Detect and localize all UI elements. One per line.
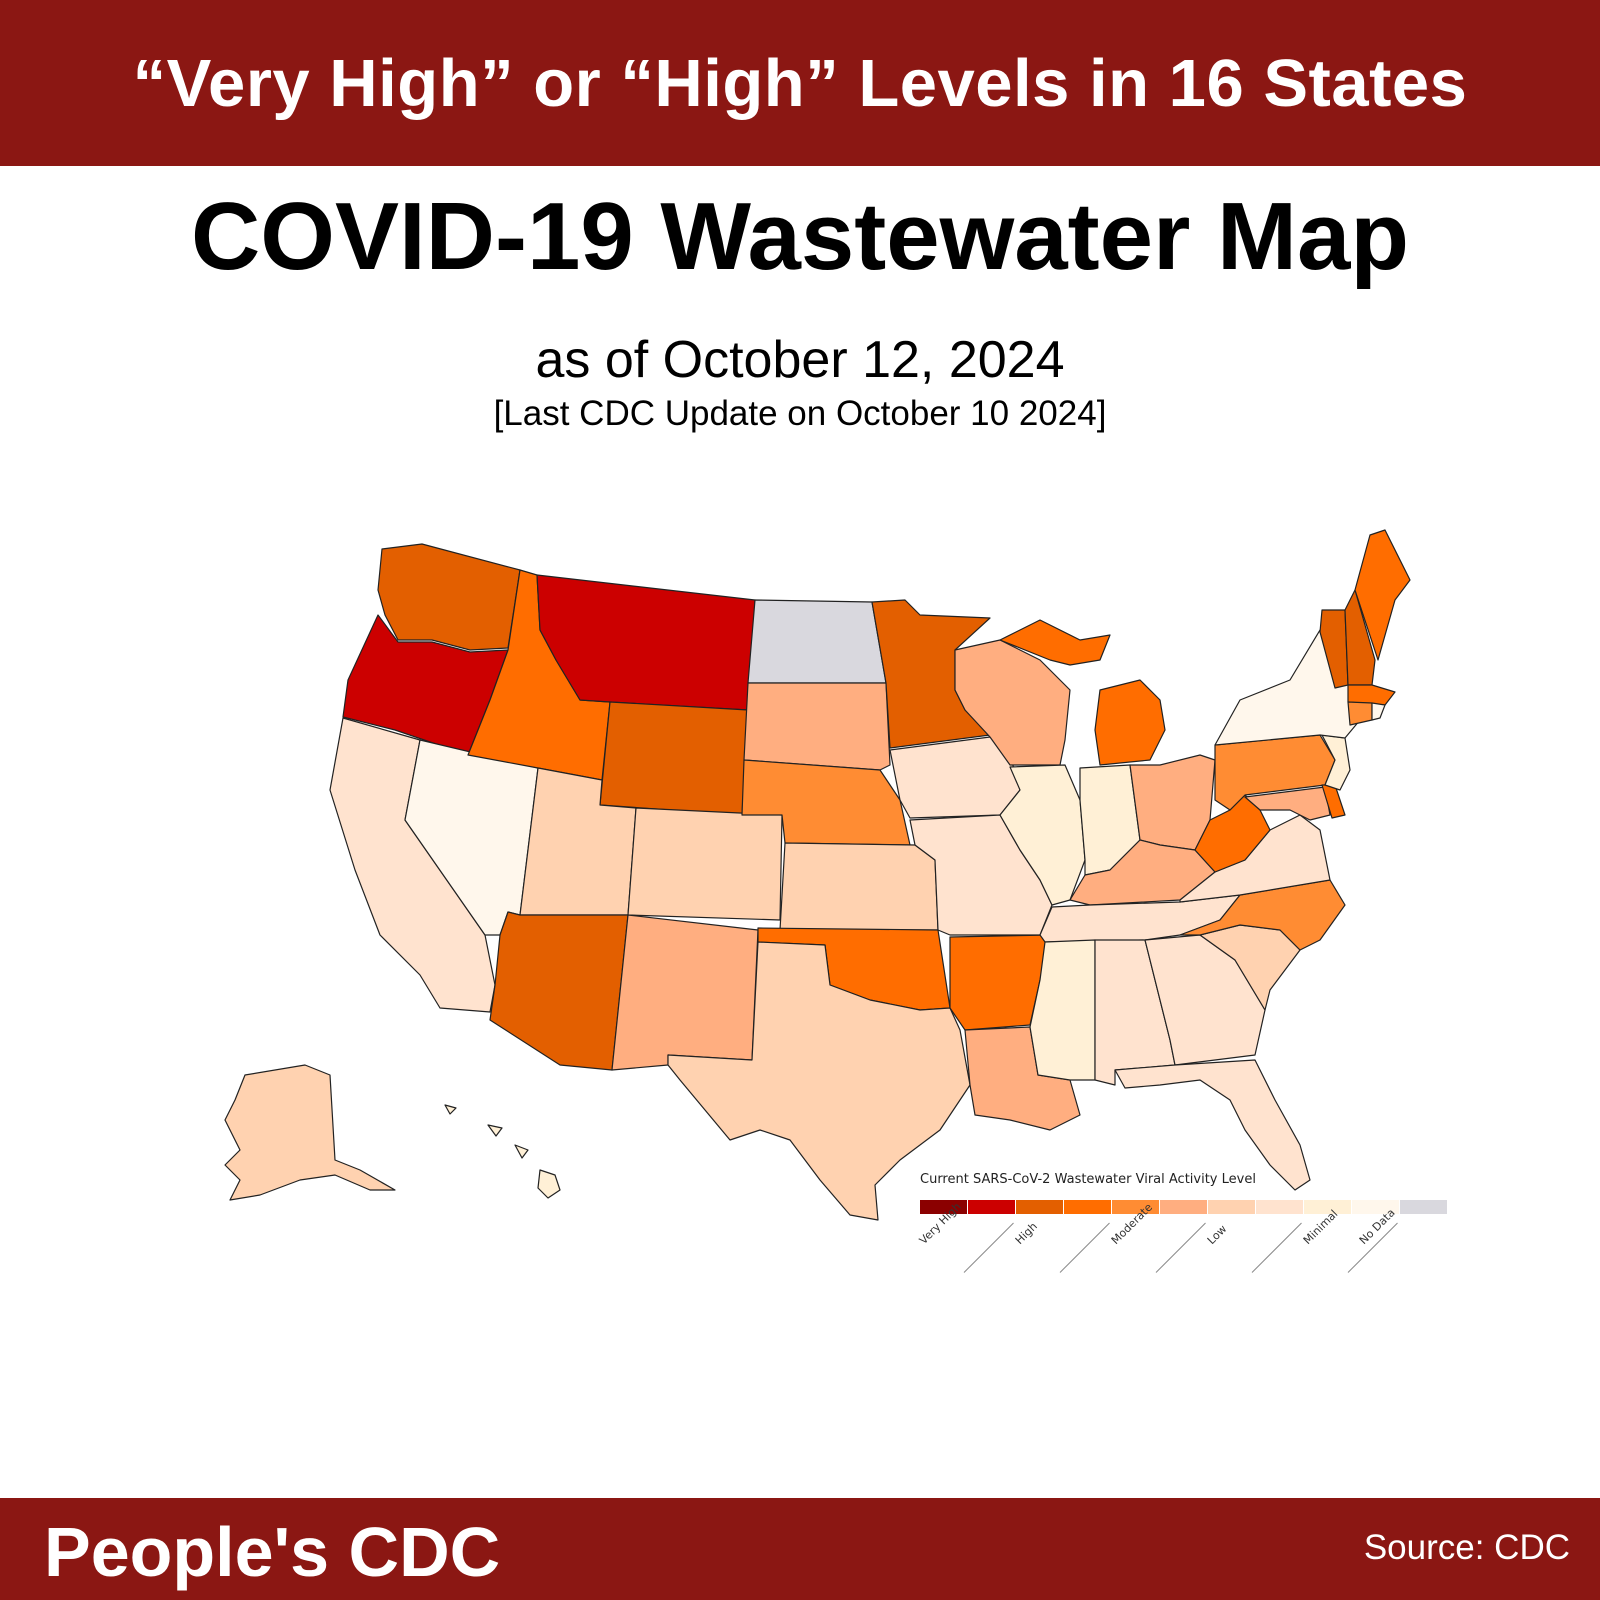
page-title: COVID-19 Wastewater Map	[190, 183, 1410, 290]
legend-color-bar	[920, 1200, 1448, 1214]
us-map-svg	[224, 529, 1411, 1221]
legend-swatch	[1400, 1200, 1447, 1214]
state-alaska	[224, 1064, 396, 1201]
brand-logo: People's CDC	[44, 1513, 501, 1591]
legend-swatch	[1064, 1200, 1111, 1214]
legend-divider	[1155, 1222, 1206, 1273]
state-kentucky	[1069, 839, 1216, 906]
state-new-mexico	[611, 914, 759, 1071]
legend-divider	[1059, 1222, 1110, 1273]
legend-swatch	[1016, 1200, 1063, 1214]
legend-label: High	[1012, 1219, 1040, 1247]
us-map: Current SARS-CoV-2 Wastewater Viral Acti…	[0, 500, 1600, 1300]
legend-swatch	[968, 1200, 1015, 1214]
banner-headline: “Very High” or “High” Levels in 16 State…	[132, 45, 1468, 121]
legend-swatch	[1304, 1200, 1351, 1214]
legend-label: Low	[1204, 1222, 1230, 1247]
legend-swatch	[1352, 1200, 1399, 1214]
state-florida	[1114, 1059, 1311, 1191]
update-line: [Last CDC Update on October 10 2024]	[493, 394, 1107, 433]
legend-swatch	[1112, 1200, 1159, 1214]
legend-swatch	[920, 1200, 967, 1214]
legend-title: Current SARS-CoV-2 Wastewater Viral Acti…	[920, 1172, 1256, 1187]
state-massachusetts	[1347, 684, 1396, 706]
state-south-dakota	[743, 682, 891, 771]
state-michigan-lower	[1094, 679, 1166, 766]
state-illinois	[999, 764, 1086, 906]
state-maine	[1354, 529, 1411, 661]
legend-divider	[1251, 1222, 1302, 1273]
state-pennsylvania	[1214, 734, 1336, 811]
state-north-carolina	[1179, 879, 1346, 951]
state-new-hampshire	[1344, 589, 1376, 686]
state-rhode-island	[1371, 702, 1386, 721]
state-kansas	[779, 842, 939, 931]
bottom-banner: People's CDC Source: CDC	[0, 1498, 1600, 1600]
date-line: as of October 12, 2024	[535, 331, 1065, 389]
state-texas	[667, 941, 971, 1221]
state-vermont	[1319, 609, 1349, 689]
state-connecticut	[1347, 701, 1373, 726]
legend-swatch	[1208, 1200, 1255, 1214]
map-legend: Current SARS-CoV-2 Wastewater Viral Acti…	[917, 1172, 1448, 1292]
state-washington	[377, 543, 521, 651]
legend-divider	[963, 1222, 1014, 1273]
state-colorado	[627, 807, 783, 921]
state-michigan-upper	[999, 619, 1111, 666]
source-label: Source: CDC	[1363, 1528, 1570, 1567]
state-arizona	[489, 911, 629, 1071]
top-banner: “Very High” or “High” Levels in 16 State…	[0, 0, 1600, 166]
state-wyoming	[599, 701, 749, 816]
legend-swatch	[1256, 1200, 1303, 1214]
state-north-dakota	[747, 599, 887, 684]
state-hawaii	[444, 1104, 561, 1199]
legend-swatch	[1160, 1200, 1207, 1214]
